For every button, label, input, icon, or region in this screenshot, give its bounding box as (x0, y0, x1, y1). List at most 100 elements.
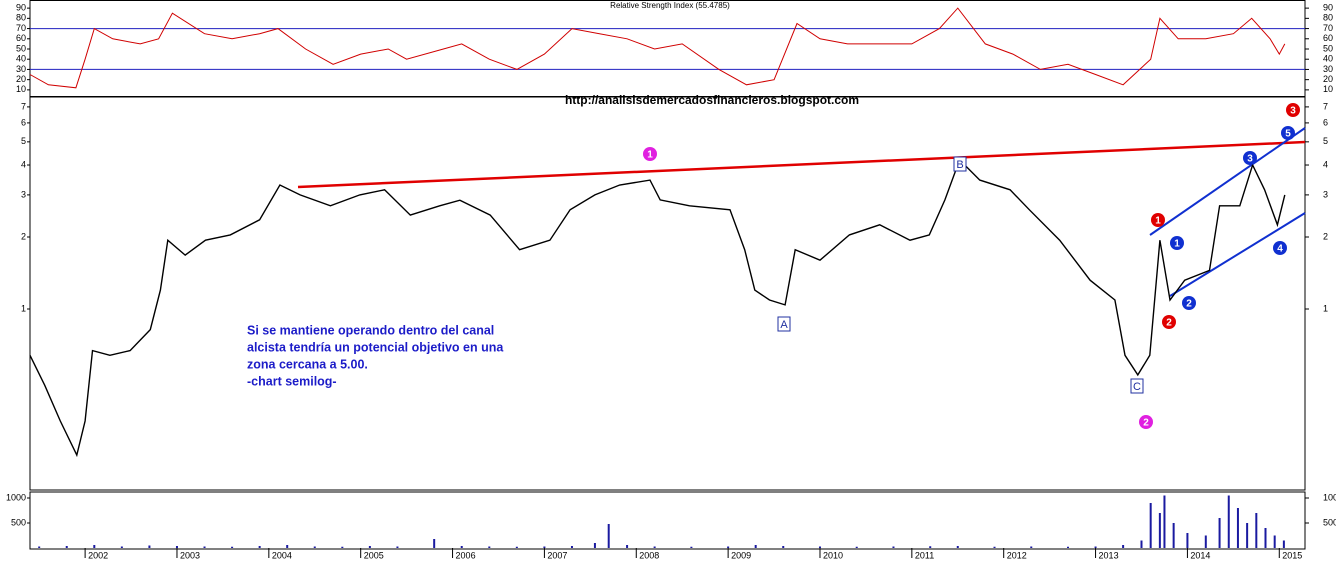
y-tick-label-right: 1 (1323, 303, 1328, 313)
wave-marker (1139, 415, 1153, 429)
volume-bar (690, 546, 693, 548)
volume-bar (515, 546, 518, 548)
volume-bar (956, 546, 959, 548)
wave-marker (953, 156, 967, 172)
y-tick-label-right: 1000 (1323, 492, 1336, 502)
y-tick-label: 30 (16, 64, 26, 74)
volume-bar (818, 546, 821, 548)
wave-marker (777, 316, 791, 332)
y-tick-label: 60 (16, 33, 26, 43)
volume-bar (341, 546, 344, 548)
volume-bar (1255, 513, 1258, 548)
wave-marker (1243, 151, 1257, 165)
wave-marker (643, 147, 657, 161)
volume-bar (782, 546, 785, 548)
volume-bar (1282, 540, 1285, 548)
y-tick-label-right: 30 (1323, 64, 1333, 74)
volume-bar (1218, 518, 1221, 548)
volume-bar (993, 546, 996, 548)
x-tick-label: 2012 (1007, 550, 1027, 560)
y-tick-label-right: 500 (1323, 517, 1336, 527)
note-line: alcista tendría un potencial objetivo en… (247, 340, 504, 354)
y-tick-label: 5 (21, 136, 26, 146)
channel-lower (1169, 212, 1306, 297)
wave-label: 2 (1166, 318, 1172, 329)
volume-bar (1140, 540, 1143, 548)
volume-bar (754, 545, 757, 548)
series-line (29, 158, 1286, 458)
y-tick-label: 1 (21, 303, 26, 313)
y-tick-label: 70 (16, 23, 26, 33)
volume-bar (286, 545, 289, 548)
wave-marker (1162, 315, 1176, 329)
volume-bar (1067, 546, 1070, 548)
volume-bar (1158, 513, 1161, 548)
wave-marker (1130, 378, 1144, 394)
x-tick-label: 2014 (1190, 550, 1210, 560)
volume-bar (433, 539, 436, 548)
x-tick-label: 2011 (915, 550, 934, 560)
volume-bar (1273, 535, 1276, 548)
volume-bar (570, 546, 573, 548)
wave-marker (1151, 213, 1165, 227)
volume-bar (1122, 545, 1125, 548)
x-tick-label: 2013 (1099, 550, 1119, 560)
volume-bar (626, 545, 629, 548)
y-tick-label-right: 80 (1323, 13, 1333, 23)
volume-bar (607, 524, 610, 548)
volume-bar (231, 546, 234, 548)
wave-label: 2 (1186, 299, 1192, 310)
volume-bar (313, 546, 316, 548)
wave-label: C (1133, 381, 1141, 393)
volume-bar (1186, 533, 1189, 548)
wave-label: 1 (647, 150, 653, 161)
y-tick-label: 10 (16, 84, 26, 94)
wave-label: 2 (1143, 418, 1149, 429)
x-tick-label: 2004 (272, 550, 292, 560)
volume-bar (258, 546, 261, 548)
x-tick-label: 2002 (88, 550, 108, 560)
volume-bar (1094, 546, 1097, 548)
rsi-panel (29, 0, 1306, 97)
y-tick-label: 2 (21, 231, 26, 241)
y-tick-label: 4 (21, 159, 26, 169)
rsi-title: Relative Strength Index (55.4785) (610, 1, 730, 10)
volume-bar (593, 543, 596, 548)
volume-bar (120, 546, 123, 548)
y-tick-label: 90 (16, 3, 26, 13)
volume-bar (1204, 535, 1207, 548)
wave-label: 3 (1290, 106, 1296, 117)
x-tick-label: 2006 (456, 550, 476, 560)
note-line: zona cercana a 5.00. (247, 357, 368, 371)
y-tick-label-right: 50 (1323, 43, 1333, 53)
y-tick-label-right: 20 (1323, 74, 1333, 84)
note-line: -chart semilog- (247, 374, 337, 388)
y-tick-label-right: 10 (1323, 84, 1333, 94)
x-tick-label: 2015 (1282, 550, 1302, 560)
volume-bar (929, 546, 932, 548)
volume-bar (1172, 523, 1175, 548)
resistance-line (297, 140, 1306, 189)
y-tick-label-right: 7 (1323, 101, 1328, 111)
x-tick-label: 2008 (639, 550, 659, 560)
channel-upper (1149, 127, 1306, 236)
y-tick-label-right: 90 (1323, 3, 1333, 13)
x-tick-label: 2003 (180, 550, 200, 560)
series-line (29, 7, 1286, 89)
volume-bar (93, 545, 96, 548)
volume-bar (368, 546, 371, 548)
y-tick-label-right: 70 (1323, 23, 1333, 33)
y-tick-label: 40 (16, 54, 26, 64)
volume-bar (1246, 523, 1249, 548)
volume-bar (855, 546, 858, 548)
y-tick-label: 50 (16, 43, 26, 53)
y-tick-label-right: 2 (1323, 231, 1328, 241)
price-panel (29, 96, 1306, 491)
wave-marker (1182, 296, 1196, 310)
y-tick-label: 80 (16, 13, 26, 23)
y-tick-label-right: 3 (1323, 189, 1328, 199)
volume-bar (148, 545, 151, 548)
y-tick-label-right: 40 (1323, 54, 1333, 64)
y-tick-label: 20 (16, 74, 26, 84)
wave-label: 5 (1285, 129, 1291, 140)
